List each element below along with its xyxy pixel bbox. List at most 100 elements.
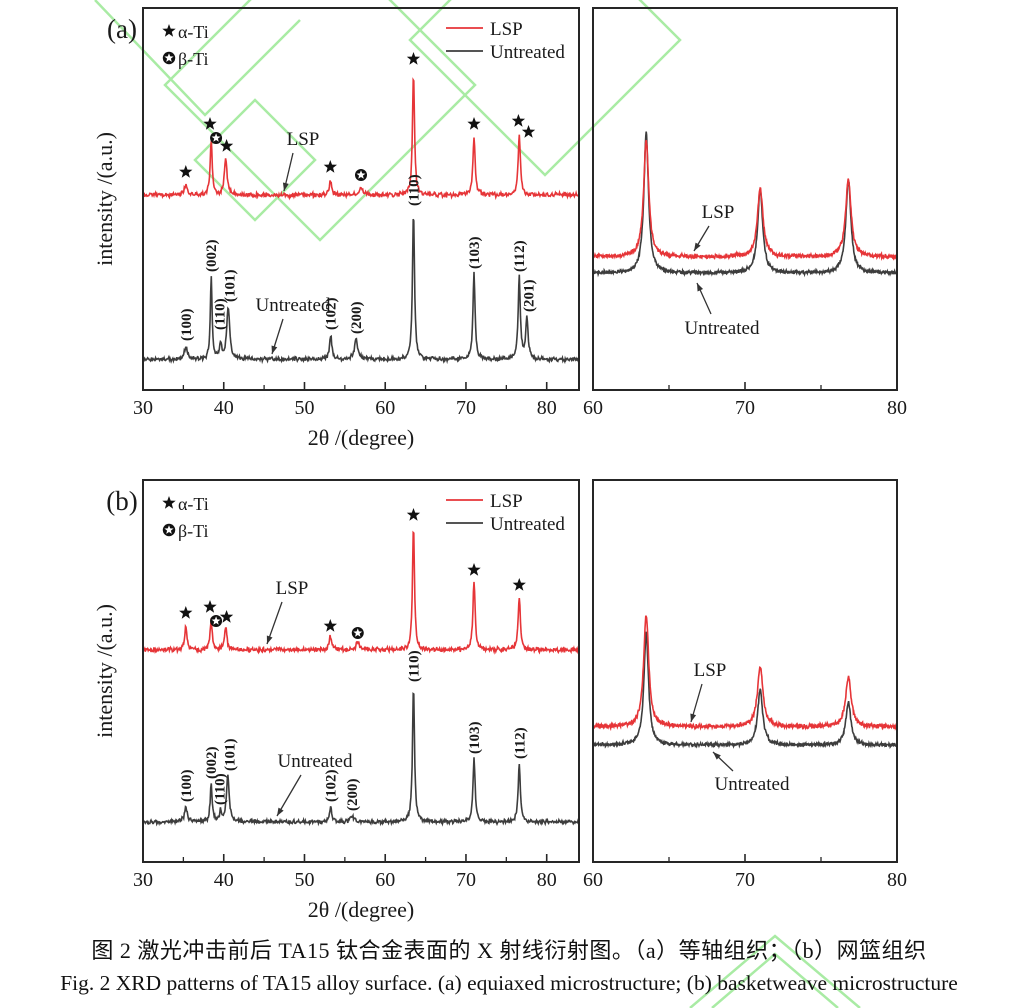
hkl-label: (110) xyxy=(212,298,228,330)
beta-ti-star-cutout xyxy=(353,628,363,637)
panel-tag: (b) xyxy=(106,486,137,516)
alpha-ti-star-icon xyxy=(203,600,217,613)
annotation-label-lsp: LSP xyxy=(702,202,735,223)
annotation-arrowhead xyxy=(690,713,697,722)
legend-label-lsp: LSP xyxy=(490,19,523,40)
x-tick-label: 80 xyxy=(887,869,907,891)
annotation-label-lsp: LSP xyxy=(287,129,320,150)
hkl-label: (002) xyxy=(204,747,220,780)
hkl-label: (112) xyxy=(512,727,528,759)
alpha-ti-star-icon xyxy=(511,114,526,127)
alpha-ti-star-icon xyxy=(179,606,193,619)
y-axis-title: intensity /(a.u.) xyxy=(92,132,117,266)
curve-untreated-b-inset xyxy=(594,631,896,750)
alpha-ti-star-icon xyxy=(467,117,481,130)
alpha-ti-star-icon xyxy=(406,508,421,521)
beta-ti-star-cutout xyxy=(211,133,221,142)
x-tick-label: 60 xyxy=(375,869,395,891)
alpha-ti-star-icon xyxy=(219,610,234,623)
alpha-ti-star-icon xyxy=(162,496,176,509)
x-tick-label: 80 xyxy=(537,397,557,419)
hkl-label: (100) xyxy=(179,309,195,342)
annotation-arrowhead xyxy=(697,283,704,292)
hkl-label: (112) xyxy=(512,240,528,272)
x-tick-label: 50 xyxy=(294,869,314,891)
x-tick-label: 70 xyxy=(456,869,476,891)
x-tick-label: 80 xyxy=(887,397,907,419)
x-tick-label: 30 xyxy=(133,869,153,891)
alpha-ti-star-icon xyxy=(179,165,193,178)
alpha-ti-star-icon xyxy=(406,52,421,65)
x-tick-label: 50 xyxy=(294,397,314,419)
annotation-arrowhead xyxy=(713,752,721,760)
hkl-label: (103) xyxy=(467,722,483,755)
beta-ti-star-cutout xyxy=(164,525,174,534)
legend-label-lsp: LSP xyxy=(490,491,523,512)
alpha-ti-star-icon xyxy=(323,160,337,173)
legend-label-untreated: Untreated xyxy=(490,514,565,535)
annotation-arrowhead xyxy=(271,345,278,354)
annotation-arrowhead xyxy=(277,807,284,816)
x-tick-label: 60 xyxy=(583,869,603,891)
xrd-plots: 30 40 50 60 70 80(100)(002)(110)(101)(102) (20… xyxy=(92,7,907,922)
x-tick-label: 30 xyxy=(133,397,153,419)
beta-ti-star-cutout xyxy=(164,53,174,62)
curve-untreated-b-main xyxy=(144,692,578,827)
caption-chinese: 图 2 激光冲击前后 TA15 钛合金表面的 X 射线衍射图。（a）等轴组织；（… xyxy=(91,938,927,963)
x-axis-title: 2θ /(degree) xyxy=(308,897,414,922)
hkl-label: (200) xyxy=(345,779,361,812)
annotation-arrowhead xyxy=(266,635,273,644)
annotation-label-untreated: Untreated xyxy=(715,774,790,795)
plot-border xyxy=(142,479,580,863)
x-tick-label: 70 xyxy=(735,397,755,419)
panel-a-inset: 60 70 80 LSP Untreated xyxy=(583,7,907,419)
phase-legend-alpha: α-Ti xyxy=(178,22,209,42)
x-tick-label: 80 xyxy=(537,869,557,891)
x-tick-label: 40 xyxy=(214,397,234,419)
x-tick-label: 70 xyxy=(456,397,476,419)
y-axis-title: intensity /(a.u.) xyxy=(92,604,117,738)
beta-ti-star-cutout xyxy=(356,170,366,179)
curve-lsp-b-inset xyxy=(594,615,896,732)
x-axis-title: 2θ /(degree) xyxy=(308,425,414,450)
hkl-label: (110) xyxy=(212,773,228,805)
x-tick-label: 60 xyxy=(583,397,603,419)
watermark-shape xyxy=(689,934,861,1008)
beta-ti-icon xyxy=(351,627,364,639)
watermark-shape xyxy=(163,0,477,242)
alpha-ti-star-icon xyxy=(323,619,337,632)
panel-b-inset: 60 70 80 LSP Untreated xyxy=(583,479,907,891)
beta-ti-icon xyxy=(162,51,176,65)
x-tick-label: 40 xyxy=(214,869,234,891)
hkl-label: (201) xyxy=(522,280,538,313)
hkl-label: (101) xyxy=(222,270,238,303)
hkl-label: (200) xyxy=(349,302,365,335)
curve-lsp-a-inset xyxy=(594,139,896,261)
alpha-ti-star-icon xyxy=(203,117,217,130)
hkl-label: (102) xyxy=(324,770,340,803)
hkl-label: (110) xyxy=(406,174,422,206)
legend-label-untreated: Untreated xyxy=(490,42,565,63)
hkl-label: (102) xyxy=(324,298,340,331)
alpha-ti-star-icon xyxy=(162,24,176,37)
beta-ti-icon xyxy=(162,523,176,537)
annotation-label-untreated: Untreated xyxy=(685,318,760,339)
annotation-label-lsp: LSP xyxy=(276,578,309,599)
caption-english: Fig. 2 XRD patterns of TA15 alloy surfac… xyxy=(60,971,958,995)
x-tick-label: 70 xyxy=(735,869,755,891)
curve-lsp-a-main xyxy=(144,77,578,201)
annotation-arrowhead xyxy=(282,182,289,191)
beta-ti-star-cutout xyxy=(211,616,221,625)
annotation-label-untreated: Untreated xyxy=(256,295,331,316)
x-tick-label: 60 xyxy=(375,397,395,419)
alpha-ti-star-icon xyxy=(467,563,481,576)
beta-ti-icon xyxy=(355,169,367,181)
hkl-label: (110) xyxy=(406,650,422,682)
panel-tag: (a) xyxy=(107,14,137,44)
phase-legend-beta: β-Ti xyxy=(178,521,209,541)
hkl-label: (103) xyxy=(467,237,483,270)
annotation-label-lsp: LSP xyxy=(694,660,727,681)
alpha-ti-star-icon xyxy=(512,578,526,591)
watermark-shape xyxy=(711,952,839,1008)
